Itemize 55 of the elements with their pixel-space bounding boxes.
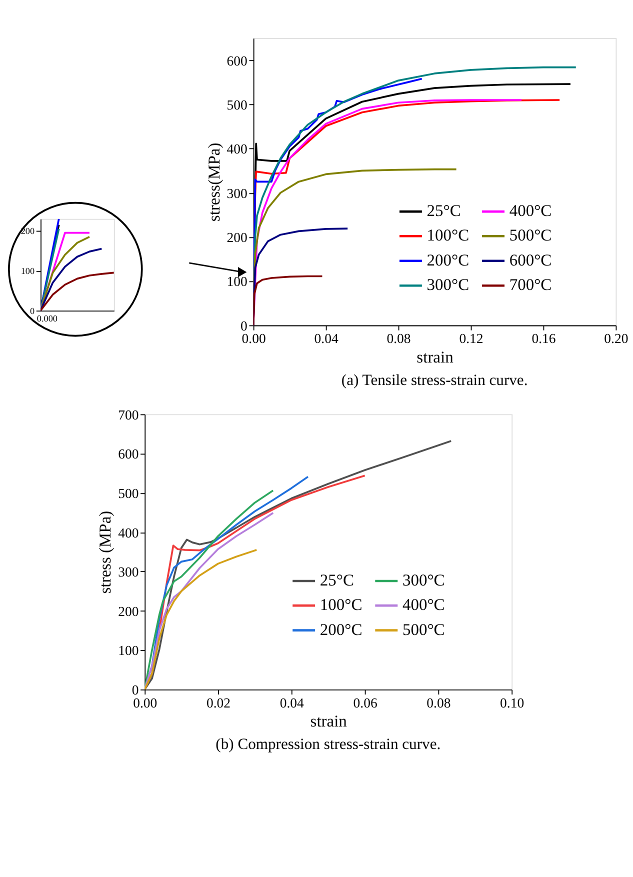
y-tick-label: 0	[30, 306, 35, 316]
x-tick-label: 0.08	[386, 331, 411, 346]
line-series	[144, 548, 258, 690]
x-tick-label: 0.04	[280, 695, 304, 710]
text: (a) Tensile stress-strain curve.	[341, 372, 528, 389]
legend-label: 500°C	[509, 226, 552, 245]
x-tick-label: 0.20	[604, 331, 628, 346]
x-tick-label: 0.06	[353, 695, 378, 710]
legend-label: 100°C	[320, 595, 362, 614]
x-tick-label: 0.12	[459, 331, 484, 346]
text: 0.000	[36, 314, 58, 324]
legend-label: 25°C	[426, 201, 461, 220]
y-tick-label: 200	[226, 230, 248, 245]
x-tick-label: 0.08	[426, 695, 451, 710]
x-tick-label: 0.10	[500, 695, 524, 710]
line-series	[144, 440, 452, 690]
legend-label: 600°C	[509, 250, 552, 270]
x-tick-label: 0.02	[206, 695, 231, 710]
legend-label: 400°C	[509, 201, 552, 220]
y-tick-label: 0	[132, 682, 139, 698]
x-tick-label: 0.00	[242, 331, 266, 346]
y-tick-label: 400	[226, 142, 248, 157]
legend-label: 700°C	[509, 275, 552, 294]
line-series	[253, 275, 324, 326]
line-series	[40, 248, 103, 311]
text: (b) Compression stress-strain curve.	[216, 736, 441, 754]
legend-label: 300°C	[402, 570, 445, 590]
legend-label: 100°C	[426, 226, 470, 245]
y-tick-label: 500	[226, 97, 248, 112]
y-axis-title: stress (MPa)	[96, 510, 115, 594]
x-axis-title: strain	[310, 712, 347, 731]
x-tick-label: 0.00	[133, 695, 158, 710]
y-axis-title: stress(MPa)	[204, 142, 224, 222]
y-tick-label: 0	[240, 318, 248, 334]
legend-label: 300°C	[426, 275, 470, 294]
y-tick-label: 100	[226, 274, 248, 290]
y-tick-label: 500	[118, 486, 139, 501]
y-tick-label: 600	[118, 446, 139, 462]
y-tick-label: 300	[118, 564, 139, 580]
legend-label: 200°C	[320, 620, 362, 639]
legend-label: 25°C	[320, 570, 354, 590]
y-tick-label: 600	[226, 53, 248, 68]
y-tick-label: 300	[226, 186, 248, 201]
y-tick-label: 100	[20, 266, 35, 276]
y-tick-label: 200	[118, 604, 139, 619]
y-tick-label: 200	[20, 226, 35, 236]
y-tick-label: 100	[118, 643, 139, 658]
legend-label: 200°C	[426, 250, 470, 270]
x-axis-title: strain	[416, 347, 454, 366]
y-tick-label: 400	[118, 525, 139, 540]
y-tick-label: 700	[118, 407, 139, 422]
x-tick-label: 0.16	[532, 331, 556, 346]
x-tick-label: 0.04	[314, 331, 338, 346]
legend-label: 500°C	[402, 620, 445, 639]
legend-label: 400°C	[402, 595, 445, 614]
